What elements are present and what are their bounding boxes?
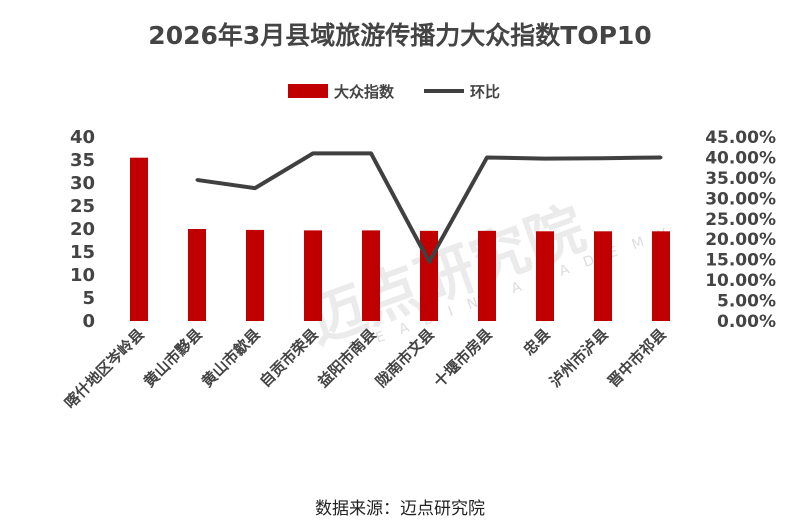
bar (362, 230, 380, 321)
right-tick-label: 5.00% (717, 292, 776, 312)
category-label: 泸州市泸县 (546, 325, 612, 391)
left-tick-label: 35 (70, 150, 95, 171)
left-tick-label: 10 (70, 265, 95, 286)
source-note: 数据来源：迈点研究院 (315, 499, 485, 519)
right-tick-label: 25.00% (705, 210, 776, 230)
category-label: 忠县 (520, 325, 554, 359)
chart-title: 2026年3月县域旅游传播力大众指数TOP10 (148, 21, 651, 50)
right-tick-label: 15.00% (705, 251, 776, 271)
line-series (195, 151, 663, 264)
right-tick-label: 10.00% (705, 271, 776, 291)
right-tick-label: 30.00% (705, 189, 776, 209)
category-label: 晋中市祁县 (604, 325, 670, 391)
line-point (659, 155, 663, 159)
legend: 大众指数 环比 (288, 83, 500, 101)
right-tick-label: 40.00% (705, 148, 776, 168)
right-tick-label: 20.00% (705, 230, 776, 250)
line-point (485, 155, 489, 159)
line-point (253, 186, 257, 190)
right-tick-label: 45.00% (705, 128, 776, 148)
category-label: 黄山市歙县 (198, 325, 264, 391)
left-tick-label: 40 (70, 127, 95, 148)
bar (594, 231, 612, 321)
bar (304, 230, 322, 321)
line-point (311, 151, 315, 155)
left-tick-label: 25 (70, 196, 95, 217)
left-tick-label: 0 (82, 311, 95, 332)
right-tick-label: 35.00% (705, 169, 776, 189)
left-tick-label: 30 (70, 173, 95, 194)
legend-bar-swatch (288, 84, 328, 98)
bar (188, 229, 206, 321)
line-point (543, 157, 547, 161)
bar (130, 157, 148, 321)
bar-series (130, 157, 670, 321)
line-point (601, 156, 605, 160)
legend-line-label: 环比 (470, 83, 500, 101)
left-tick-label: 5 (82, 288, 95, 309)
category-label: 黄山市黟县 (140, 325, 206, 391)
bar (536, 231, 554, 321)
left-tick-label: 20 (70, 219, 95, 240)
bar (246, 229, 264, 321)
category-label: 喀什地区岑岭县 (61, 325, 148, 412)
bar (478, 230, 496, 321)
line-point (195, 178, 199, 182)
bar (420, 230, 438, 321)
category-label: 自贡市荣县 (256, 325, 322, 391)
line-point (427, 260, 431, 264)
legend-bar-label: 大众指数 (334, 83, 395, 101)
right-tick-label: 0.00% (717, 312, 776, 332)
line-point (369, 151, 373, 155)
bar (652, 231, 670, 321)
category-label: 十堰市房县 (430, 325, 496, 391)
right-axis-ticks: 0.00%5.00%10.00%15.00%20.00%25.00%30.00%… (705, 128, 776, 332)
left-tick-label: 15 (70, 242, 95, 263)
